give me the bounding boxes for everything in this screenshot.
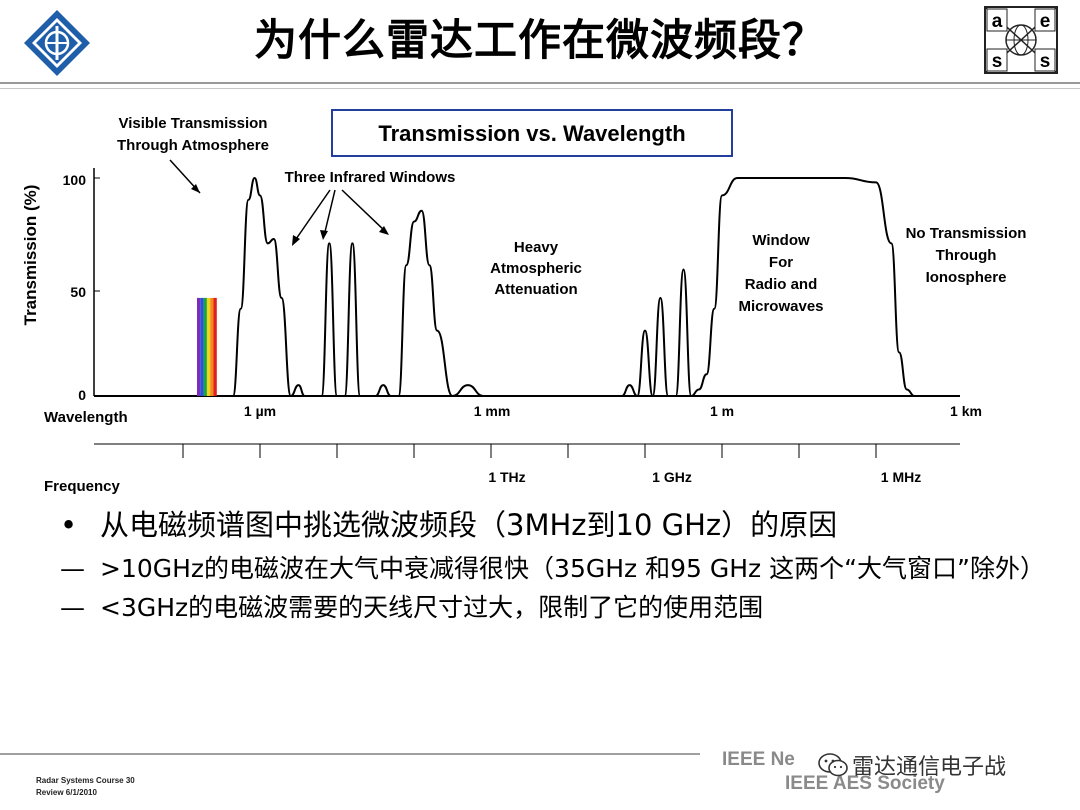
wavelength-tick-1um: 1 µm: [244, 403, 276, 419]
ieee-logo-icon: [24, 10, 90, 76]
spectrum-stripe: [206, 297, 211, 396]
annotation-radio-line4: Microwaves: [738, 298, 823, 315]
annotation-radio-line1: Window: [752, 232, 810, 249]
annotation-iono-line3: Ionosphere: [926, 269, 1007, 286]
annotation-radio-line2: For: [769, 254, 793, 271]
footer-ieee-aes: IEEE AES Society: [785, 773, 945, 794]
frequency-tickmarks: [182, 444, 877, 458]
annotation-visible-line1: Visible Transmission: [119, 115, 268, 132]
visible-spectrum-band: [197, 297, 217, 396]
y-tick-0: 0: [78, 387, 86, 403]
logo-letter-s2: s: [1040, 51, 1051, 72]
footer-ieee-news: IEEE Ne: [722, 749, 795, 770]
spectrum-stripe: [200, 297, 204, 396]
slide-title: 为什么雷达工作在微波频段？: [254, 16, 826, 66]
annotation-heavy-line1: Heavy: [514, 239, 559, 256]
footer-course: Radar Systems Course 30: [36, 776, 135, 785]
bullet-text: >10GHz的电磁波在大气中衰减得很快（35GHz 和95 GHz 这两个“大气…: [100, 554, 1046, 583]
bullet-marker: —: [60, 554, 85, 583]
arrowhead-visible: [191, 184, 200, 193]
frequency-label: Frequency: [44, 478, 121, 495]
header-rule-bottom: [0, 88, 1080, 89]
spectrum-stripe: [213, 297, 217, 396]
slide-footer: Radar Systems Course 30 Review 6/1/2010 …: [0, 745, 1080, 810]
slide-header: 为什么雷达工作在微波频段？ a e s s: [0, 0, 1080, 89]
y-axis-label: Transmission (%): [21, 185, 40, 326]
transmission-curve: [232, 176, 953, 398]
spectrum-stripe: [210, 297, 214, 396]
wavelength-tick-1m: 1 m: [710, 403, 734, 419]
bullet-item-2: — >10GHz的电磁波在大气中衰减得很快（35GHz 和95 GHz 这两个“…: [60, 551, 1050, 586]
bullet-marker: —: [60, 593, 85, 622]
chart-frame: [93, 168, 960, 445]
bullet-text: <3GHz的电磁波需要的天线尺寸过大，限制了它的使用范围: [100, 593, 764, 622]
annotation-radio-line3: Radio and: [745, 276, 818, 293]
logo-letter-e: e: [1040, 11, 1051, 32]
y-tick-100: 100: [63, 172, 87, 188]
wavelength-tick-1mm: 1 mm: [474, 403, 511, 419]
y-tick-50: 50: [70, 284, 86, 300]
frequency-tick-1thz: 1 THz: [488, 469, 525, 485]
aess-logo-icon: a e s s: [984, 6, 1058, 74]
arrow-ir-3: [341, 189, 387, 233]
transmission-chart: Transmission vs. Wavelength Transmission…: [21, 109, 1027, 495]
header-rule-top: [0, 82, 1080, 84]
footer-rule: [0, 753, 700, 755]
spectrum-stripe: [197, 297, 201, 396]
annotation-heavy-line3: Attenuation: [494, 281, 577, 298]
chart-title: Transmission vs. Wavelength: [378, 121, 685, 146]
arrow-ir-2: [323, 189, 336, 237]
arrowhead-ir-3: [379, 226, 389, 235]
spectrum-stripe: [203, 297, 207, 396]
bullet-list: • 从电磁频谱图中挑选微波频段（3MHz到10 GHz）的原因 — >10GHz…: [60, 505, 1050, 625]
logo-letter-s1: s: [992, 51, 1003, 72]
bullet-item-1: • 从电磁频谱图中挑选微波频段（3MHz到10 GHz）的原因: [60, 505, 1050, 545]
annotation-infrared: Three Infrared Windows: [285, 169, 456, 186]
wavelength-tick-1km: 1 km: [950, 403, 982, 419]
chart-title-box: [331, 109, 733, 157]
annotation-visible-line2: Through Atmosphere: [117, 137, 269, 154]
arrow-ir-1: [293, 189, 331, 243]
wavelength-label: Wavelength: [44, 409, 128, 426]
arrowhead-ir-1: [292, 235, 300, 246]
frequency-tick-1ghz: 1 GHz: [652, 469, 692, 485]
footer-review: Review 6/1/2010: [36, 788, 97, 797]
annotation-iono-line1: No Transmission: [906, 225, 1027, 242]
bullet-marker: •: [60, 508, 78, 542]
bullet-text: 从电磁频谱图中挑选微波频段（3MHz到10 GHz）的原因: [100, 508, 838, 542]
wechat-icon: [818, 753, 848, 777]
annotation-iono-line2: Through: [936, 247, 997, 264]
watermark-text: 雷达通信电子战: [852, 755, 1007, 780]
bullet-item-3: — <3GHz的电磁波需要的天线尺寸过大，限制了它的使用范围: [60, 590, 1050, 625]
arrowhead-ir-2: [320, 230, 328, 240]
logo-letter-a: a: [992, 11, 1003, 32]
annotation-heavy-line2: Atmospheric: [490, 260, 582, 277]
frequency-tick-1mhz: 1 MHz: [881, 469, 921, 485]
